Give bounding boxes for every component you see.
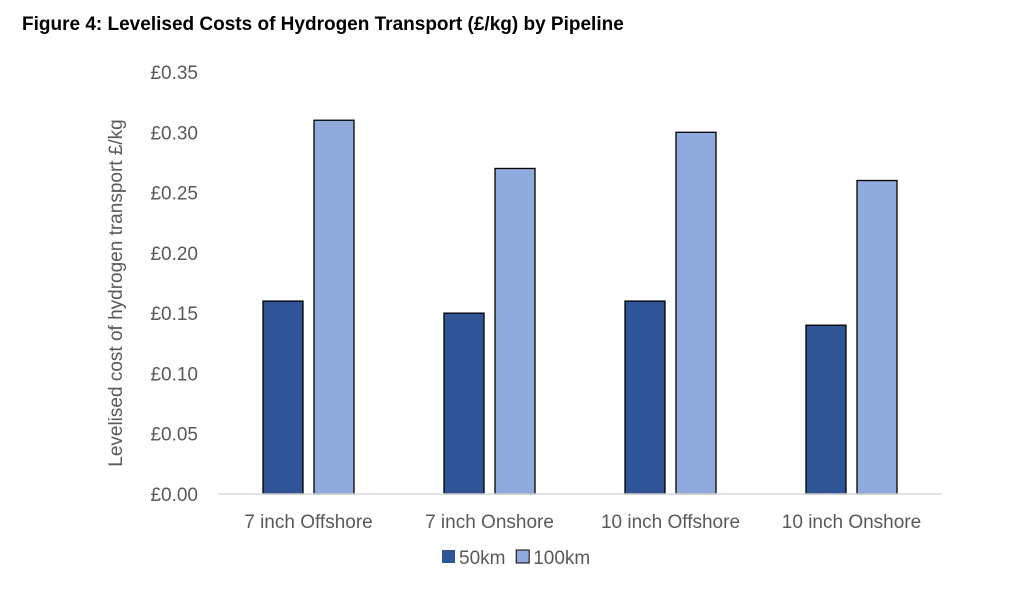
bar-50km-0 [262,300,304,495]
y-tick-label: £0.35 [150,63,198,84]
bars-group [262,119,898,495]
legend-swatch-50km [442,550,455,563]
chart-title: Figure 4: Levelised Costs of Hydrogen Tr… [22,14,624,35]
x-tick-label: 10 inch Onshore [782,512,921,533]
x-tick-label: 7 inch Onshore [425,512,554,533]
y-tick-label: £0.00 [150,485,198,506]
y-tick-label: £0.05 [150,425,198,446]
bar-100km-0 [313,119,355,495]
x-axis-labels: 7 inch Offshore 7 inch Onshore 10 inch Off… [244,512,921,533]
bar-50km-2 [624,300,666,495]
y-axis-title: Levelised cost of hydrogen transport £/k… [106,119,127,466]
y-axis-ticks: £0.00 £0.05 £0.10 £0.15 £0.20 £0.25 £0.30 £0.35 [150,63,198,506]
legend-label: 100km [533,548,590,569]
legend: 50km 100km [442,548,590,569]
y-tick-label: £0.15 [150,304,198,325]
y-tick-label: £0.20 [150,244,198,265]
y-tick-label: £0.25 [150,184,198,205]
legend-swatch-100km [515,549,530,564]
y-axis-label-group: Levelised cost of hydrogen transport £/k… [106,119,127,466]
legend-label: 50km [459,548,505,569]
bar-100km-2 [675,131,717,495]
bar-100km-3 [856,179,898,495]
bar-100km-1 [494,167,536,495]
y-tick-label: £0.10 [150,364,198,385]
y-tick-label: £0.30 [150,123,198,144]
bar-50km-3 [805,324,847,495]
x-tick-label: 7 inch Offshore [244,512,373,533]
x-tick-label: 10 inch Offshore [601,512,740,533]
bar-50km-1 [443,312,485,495]
